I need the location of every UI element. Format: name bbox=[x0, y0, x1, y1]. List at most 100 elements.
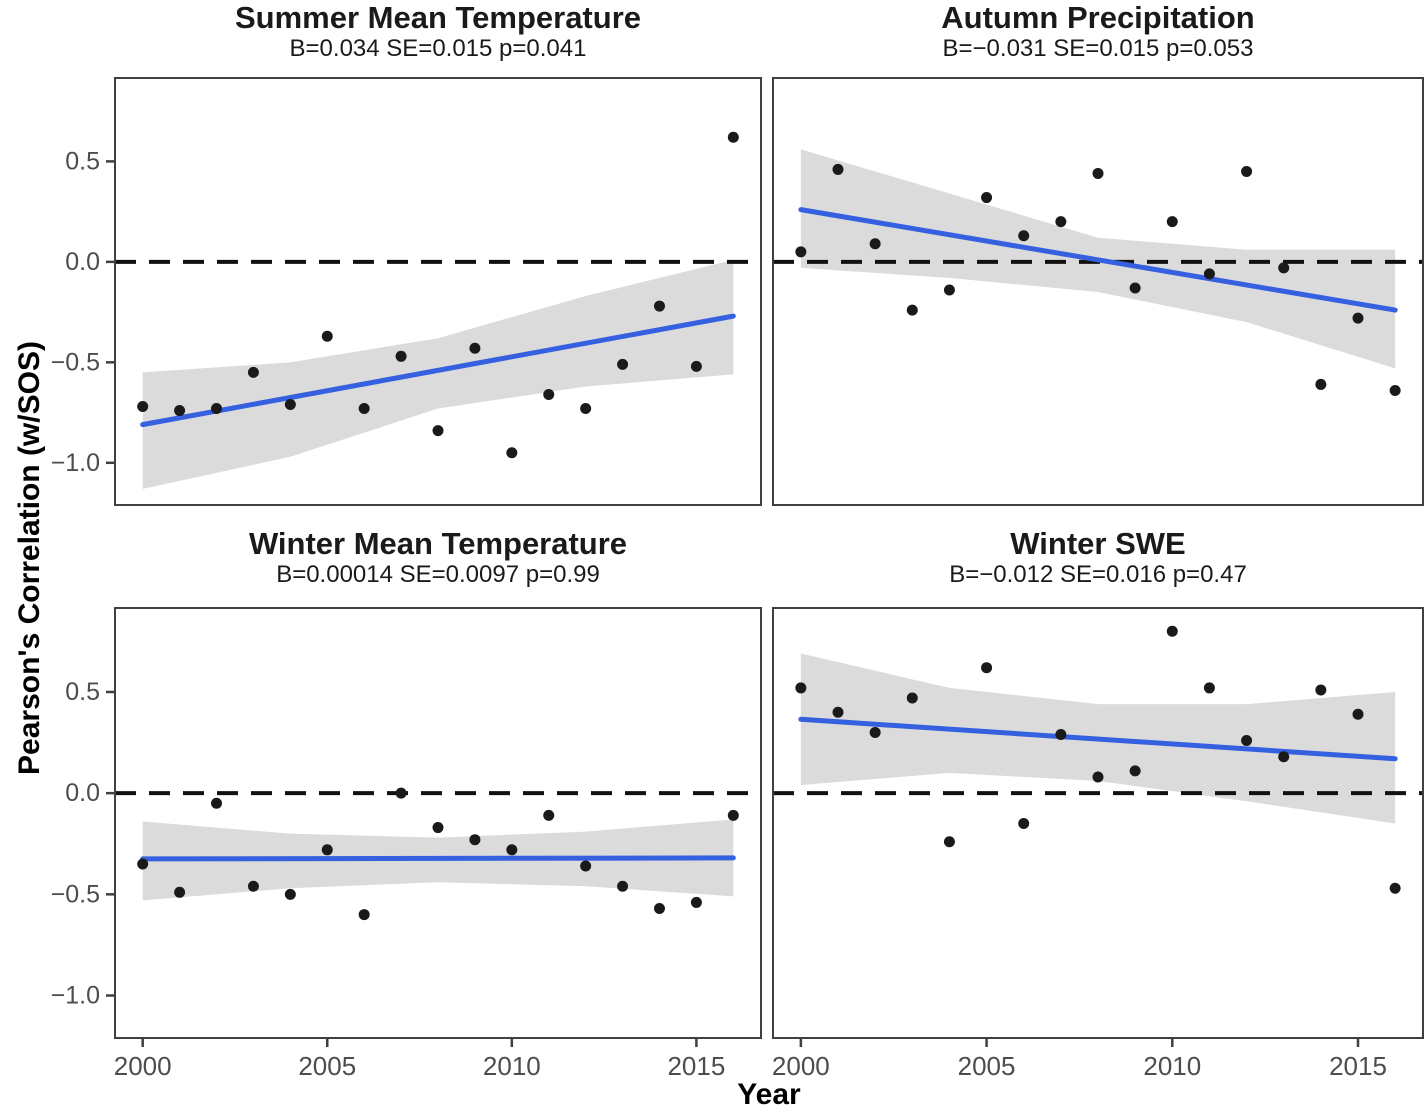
data-point bbox=[580, 860, 592, 872]
x-axis-tick-label: 2015 bbox=[667, 1051, 725, 1081]
data-point bbox=[869, 238, 881, 250]
data-point bbox=[690, 896, 702, 908]
data-point bbox=[284, 399, 296, 411]
data-point bbox=[1315, 378, 1327, 390]
x-axis-tick-label: 2005 bbox=[298, 1051, 356, 1081]
data-point bbox=[395, 350, 407, 362]
data-point bbox=[943, 284, 955, 296]
data-point bbox=[395, 787, 407, 799]
x-axis-tick-label: 2000 bbox=[772, 1051, 830, 1081]
data-point bbox=[543, 388, 555, 400]
data-point bbox=[506, 844, 518, 856]
data-point bbox=[1278, 262, 1290, 274]
x-axis-tick-label: 2005 bbox=[958, 1051, 1016, 1081]
panel-title: Summer Mean Temperature bbox=[235, 0, 641, 35]
data-point bbox=[358, 909, 370, 921]
trend-line bbox=[140, 313, 736, 428]
data-point bbox=[358, 403, 370, 415]
data-point bbox=[247, 880, 259, 892]
data-point bbox=[432, 822, 444, 834]
data-point bbox=[174, 405, 186, 417]
trend-line bbox=[798, 716, 1398, 762]
data-point bbox=[137, 401, 149, 413]
x-axis-tick-label: 2010 bbox=[483, 1051, 541, 1081]
data-point bbox=[321, 844, 333, 856]
data-point bbox=[1129, 765, 1141, 777]
panel-regression-stats: B=0.00014 SE=0.0097 p=0.99 bbox=[276, 561, 600, 588]
data-point bbox=[1278, 751, 1290, 763]
data-point bbox=[1055, 216, 1067, 228]
data-point bbox=[1389, 384, 1401, 396]
data-point bbox=[981, 662, 993, 674]
y-axis-tick-label: −0.5 bbox=[51, 348, 100, 376]
data-point bbox=[1018, 230, 1030, 242]
data-point bbox=[1055, 728, 1067, 740]
data-point bbox=[1315, 684, 1327, 696]
data-point bbox=[1203, 268, 1215, 280]
data-point bbox=[795, 246, 807, 258]
data-point bbox=[906, 692, 918, 704]
data-point bbox=[1092, 167, 1104, 179]
y-axis-tick-label: −1.0 bbox=[51, 982, 100, 1010]
y-axis-tick-label: −0.5 bbox=[51, 880, 100, 908]
data-point bbox=[137, 858, 149, 870]
x-axis-tick-label: 2015 bbox=[1329, 1051, 1387, 1081]
panel-header-autumn-precipitation: Autumn Precipitation B=−0.031 SE=0.015 p… bbox=[773, 1, 1423, 62]
data-point bbox=[211, 403, 223, 415]
y-axis-tick-label: 0.5 bbox=[65, 678, 100, 706]
panel-header-summer-mean-temperature: Summer Mean Temperature B=0.034 SE=0.015… bbox=[115, 1, 761, 62]
data-point bbox=[727, 809, 739, 821]
y-axis-tick-label: 0.0 bbox=[65, 779, 100, 807]
data-point bbox=[174, 886, 186, 898]
data-point bbox=[247, 366, 259, 378]
confidence-band bbox=[142, 259, 734, 489]
y-axis-tick-label: −1.0 bbox=[51, 449, 100, 477]
data-point bbox=[690, 360, 702, 372]
data-point bbox=[727, 131, 739, 143]
data-point bbox=[1203, 682, 1215, 694]
panel-regression-stats: B=0.034 SE=0.015 p=0.041 bbox=[289, 35, 587, 62]
data-point bbox=[211, 797, 223, 809]
data-point bbox=[506, 447, 518, 459]
data-point bbox=[469, 834, 481, 846]
data-point bbox=[1129, 282, 1141, 294]
y-axis-label: Pearson's Correlation (w/SOS) bbox=[13, 341, 46, 775]
panel-title: Winter SWE bbox=[1010, 526, 1186, 561]
data-point bbox=[1166, 216, 1178, 228]
data-point bbox=[617, 358, 629, 370]
data-point bbox=[1352, 708, 1364, 720]
trend-line bbox=[798, 207, 1398, 313]
data-point bbox=[1352, 312, 1364, 324]
data-point bbox=[580, 403, 592, 415]
x-axis-tick-label: 2000 bbox=[114, 1051, 172, 1081]
y-axis-tick-label: 0.0 bbox=[65, 248, 100, 276]
data-point bbox=[795, 682, 807, 694]
data-point bbox=[617, 880, 629, 892]
data-point bbox=[832, 706, 844, 718]
data-point bbox=[1166, 625, 1178, 637]
data-point bbox=[832, 163, 844, 175]
data-point bbox=[1018, 818, 1030, 830]
data-point bbox=[653, 300, 665, 312]
data-point bbox=[943, 836, 955, 848]
data-point bbox=[869, 726, 881, 738]
data-point bbox=[981, 192, 993, 204]
data-point bbox=[321, 330, 333, 342]
panel-border bbox=[114, 607, 762, 1039]
data-point bbox=[284, 888, 296, 900]
trend-line bbox=[140, 855, 736, 862]
x-axis-tick-label: 2010 bbox=[1143, 1051, 1201, 1081]
panel-header-winter-swe: Winter SWE B=−0.012 SE=0.016 p=0.47 bbox=[773, 527, 1423, 588]
data-point bbox=[1092, 771, 1104, 783]
panel-border bbox=[772, 77, 1424, 506]
panel-regression-stats: B=−0.031 SE=0.015 p=0.053 bbox=[942, 35, 1254, 62]
data-point bbox=[543, 809, 555, 821]
data-point bbox=[469, 342, 481, 354]
data-point bbox=[432, 425, 444, 437]
panel-border bbox=[772, 607, 1424, 1039]
panel-border bbox=[114, 77, 762, 506]
x-axis-label: Year bbox=[737, 1078, 801, 1111]
data-point bbox=[906, 304, 918, 316]
